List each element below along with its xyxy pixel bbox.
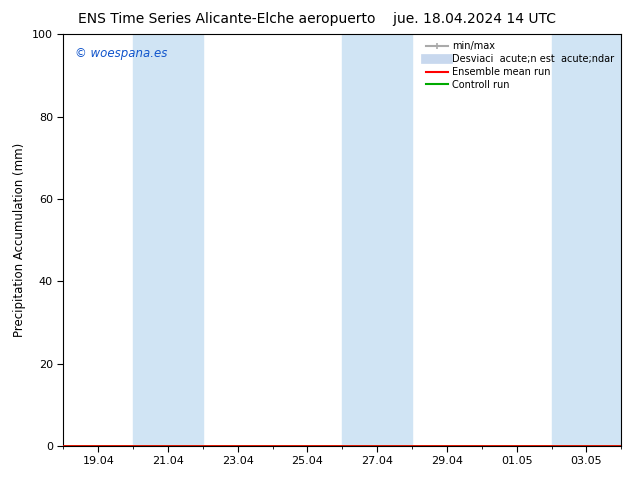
Text: ENS Time Series Alicante-Elche aeropuerto    jue. 18.04.2024 14 UTC: ENS Time Series Alicante-Elche aeropuert… — [78, 12, 556, 26]
Bar — [133, 34, 203, 446]
Y-axis label: Precipitation Accumulation (mm): Precipitation Accumulation (mm) — [13, 143, 27, 337]
Bar — [342, 34, 412, 446]
Bar — [552, 34, 621, 446]
Text: © woespana.es: © woespana.es — [75, 47, 167, 60]
Legend: min/max, Desviaci  acute;n est  acute;ndar, Ensemble mean run, Controll run: min/max, Desviaci acute;n est acute;ndar… — [422, 37, 618, 94]
